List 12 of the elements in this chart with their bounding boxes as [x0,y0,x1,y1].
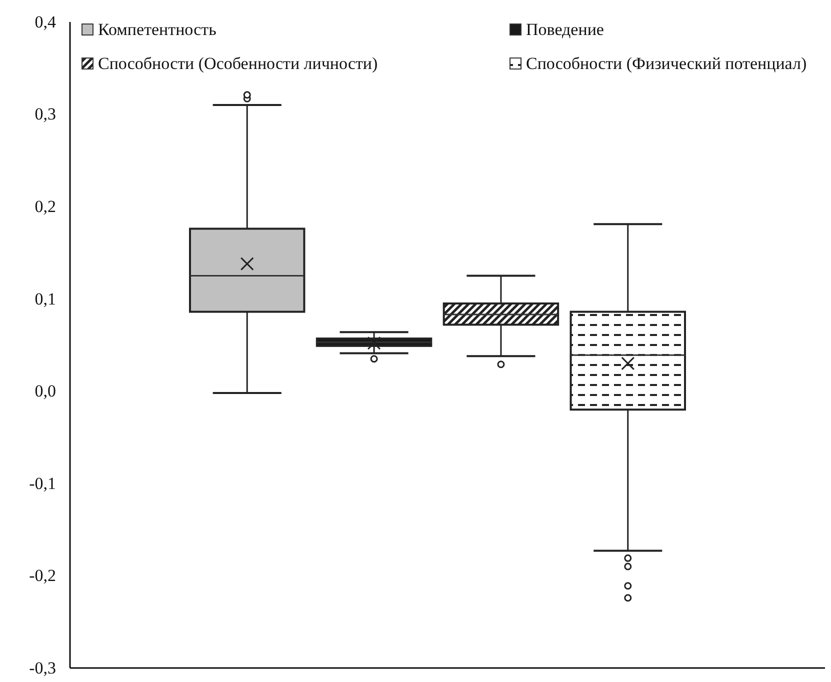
legend-label: Способности (Физический потенциал) [526,54,807,73]
y-tick-label: -0,3 [29,658,56,678]
legend-label: Поведение [526,20,604,39]
y-tick-label: 0,0 [34,382,56,401]
y-tick-label: -0,1 [29,474,56,493]
y-tick-label: 0,2 [34,197,56,216]
legend-label: Компетентность [98,20,217,39]
y-tick-label: 0,4 [34,12,56,32]
y-tick-label: 0,3 [34,104,56,124]
legend-label: Способности (Особенности личности) [98,54,378,73]
y-tick-label: -0,2 [29,566,56,586]
y-tick-label: 0,1 [34,289,56,308]
